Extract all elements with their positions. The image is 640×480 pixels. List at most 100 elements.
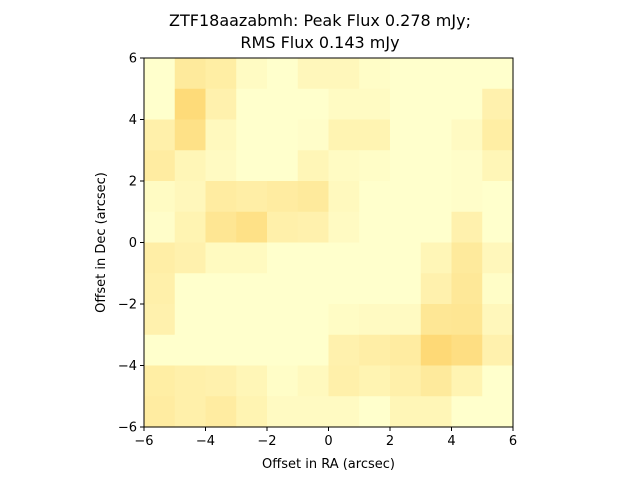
heatmap-cell — [328, 304, 360, 336]
heatmap-cell — [297, 211, 330, 244]
heatmap-cell — [390, 150, 422, 182]
heatmap-cell — [144, 211, 176, 244]
heatmap-cell — [174, 242, 207, 274]
heatmap-cell — [174, 273, 207, 305]
heatmap-cell — [420, 58, 453, 90]
x-tick-label: −4 — [196, 434, 215, 449]
heatmap-cell — [267, 242, 299, 274]
heatmap-cell — [420, 365, 453, 397]
heatmap-cell — [267, 150, 299, 182]
heatmap-cell — [451, 58, 483, 90]
heatmap-cell — [359, 211, 391, 244]
heatmap-cell — [205, 273, 237, 305]
heatmap-cell — [297, 181, 330, 213]
heatmap-cell — [328, 119, 360, 151]
x-tick-label: −6 — [134, 434, 153, 449]
x-tick-label: 4 — [447, 434, 455, 449]
heatmap-cell — [328, 334, 360, 367]
heatmap-cell — [144, 396, 176, 428]
heatmap-cell — [482, 181, 514, 213]
heatmap-cell — [267, 181, 299, 213]
heatmap-cell — [390, 58, 422, 90]
heatmap-cell — [267, 119, 299, 151]
heatmap-cell — [420, 119, 453, 151]
heatmap-cell — [359, 396, 391, 428]
heatmap-cell — [482, 334, 514, 367]
heatmap-cell — [236, 242, 268, 274]
heatmap-cell — [420, 242, 453, 274]
heatmap-cell — [451, 181, 483, 213]
heatmap-cell — [236, 273, 268, 305]
heatmap-cell — [390, 88, 422, 121]
heatmap-cell — [205, 181, 237, 213]
heatmap-cell — [451, 88, 483, 121]
heatmap-cell — [174, 88, 207, 121]
heatmap-cell — [144, 58, 176, 90]
heatmap-cell — [390, 334, 422, 367]
heatmap-cell — [236, 88, 268, 121]
heatmap-cell — [451, 273, 483, 305]
heatmap-cell — [174, 396, 207, 428]
heatmap-cell — [144, 242, 176, 274]
heatmap-cell — [144, 119, 176, 151]
heatmap-cell — [451, 365, 483, 397]
heatmap-cell — [174, 334, 207, 367]
heatmap-cell — [451, 211, 483, 244]
heatmap-cell — [297, 242, 330, 274]
heatmap-cell — [451, 304, 483, 336]
heatmap-cells — [144, 58, 514, 428]
y-tick-label: −2 — [118, 298, 137, 313]
heatmap-cell — [144, 304, 176, 336]
heatmap-cell — [174, 304, 207, 336]
heatmap-cell — [297, 58, 330, 90]
y-tick-label: 2 — [129, 175, 137, 190]
x-tick-label: 2 — [386, 434, 394, 449]
heatmap-cell — [420, 150, 453, 182]
heatmap-cell — [482, 242, 514, 274]
heatmap-cell — [359, 58, 391, 90]
y-tick-label: −4 — [118, 359, 137, 374]
heatmap-cell — [174, 181, 207, 213]
heatmap-cell — [236, 181, 268, 213]
heatmap-cell — [359, 334, 391, 367]
heatmap-cell — [359, 365, 391, 397]
heatmap-cell — [267, 365, 299, 397]
heatmap-cell — [205, 58, 237, 90]
heatmap-cell — [297, 304, 330, 336]
heatmap-cell — [205, 365, 237, 397]
heatmap-cell — [236, 119, 268, 151]
heatmap-cell — [144, 273, 176, 305]
heatmap-cell — [359, 242, 391, 274]
x-axis-ticks: −6 −4 −2 0 2 4 6 — [134, 427, 517, 449]
heatmap-cell — [328, 365, 360, 397]
x-tick-label: 6 — [509, 434, 517, 449]
x-tick-label: 0 — [324, 434, 332, 449]
heatmap-cell — [328, 273, 360, 305]
heatmap-cell — [205, 304, 237, 336]
heatmap-cell — [205, 119, 237, 151]
heatmap-cell — [205, 334, 237, 367]
y-axis-ticks: −6 −4 −2 0 2 4 6 — [118, 52, 144, 436]
heatmap-cell — [328, 88, 360, 121]
heatmap-cell — [267, 58, 299, 90]
heatmap-cell — [359, 273, 391, 305]
heatmap-cell — [390, 304, 422, 336]
heatmap-cell — [144, 88, 176, 121]
heatmap-cell — [482, 211, 514, 244]
heatmap-cell — [144, 181, 176, 213]
heatmap-cell — [328, 150, 360, 182]
heatmap-cell — [205, 211, 237, 244]
heatmap-cell — [451, 242, 483, 274]
heatmap-cell — [420, 181, 453, 213]
heatmap-cell — [420, 211, 453, 244]
heatmap-cell — [420, 88, 453, 121]
heatmap-cell — [205, 150, 237, 182]
heatmap-cell — [390, 211, 422, 244]
heatmap-cell — [267, 304, 299, 336]
heatmap-cell — [451, 119, 483, 151]
chart-title: ZTF18aazabmh: Peak Flux 0.278 mJy; — [169, 11, 471, 30]
heatmap-cell — [174, 119, 207, 151]
heatmap-cell — [236, 58, 268, 90]
heatmap-cell — [482, 58, 514, 90]
